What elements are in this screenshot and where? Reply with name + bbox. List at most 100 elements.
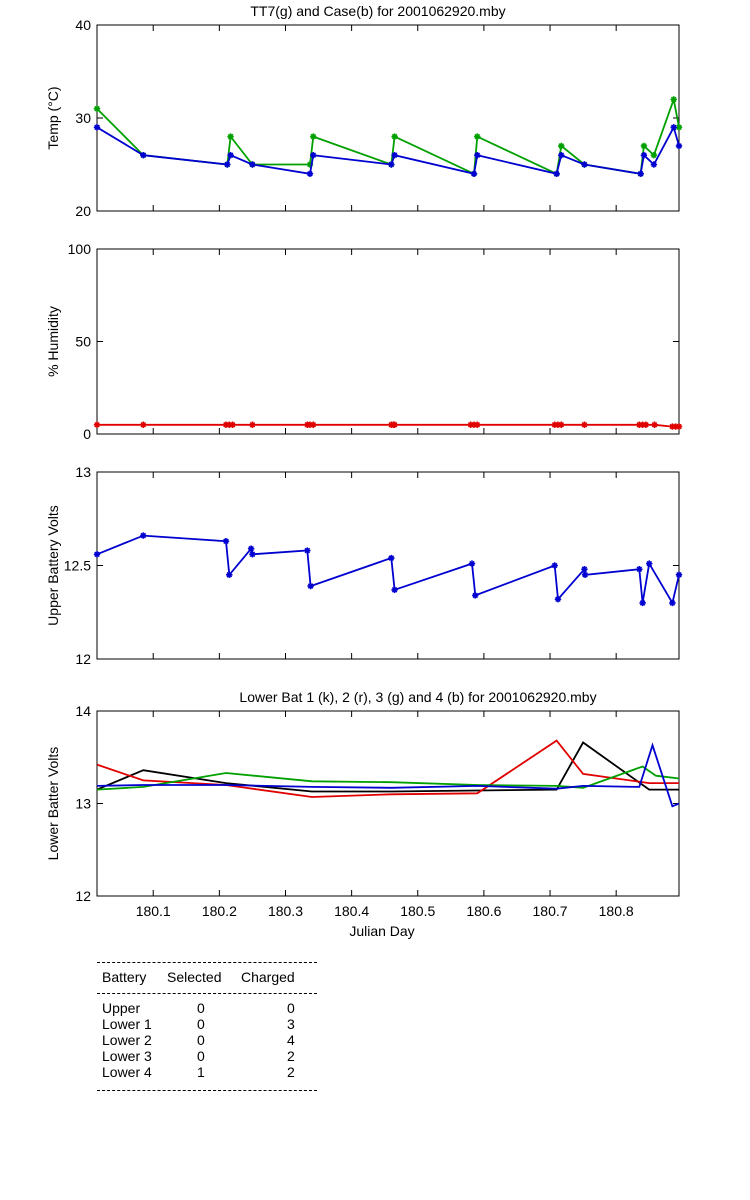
row-charged: 0 <box>287 1000 295 1016</box>
table-row: Lower 1 0 3 <box>97 1016 317 1032</box>
data-point <box>306 421 314 428</box>
data-point <box>646 560 653 567</box>
data-point <box>467 421 474 428</box>
plot-frame-3 <box>96 471 680 660</box>
chart-title: TT7(g) and Case(b) for 2001062920.mby <box>250 3 505 19</box>
table-header-row: Battery Selected Charged <box>97 963 317 993</box>
y-axis-label: Upper Battery Volts <box>45 505 61 626</box>
table-row: Lower 3 0 2 <box>97 1048 317 1064</box>
data-point <box>391 421 398 428</box>
data-point <box>581 566 588 573</box>
y-tick-label: 13 <box>75 796 91 812</box>
y-tick-label: 0 <box>83 426 91 442</box>
x-tick-label: 180.6 <box>466 903 501 919</box>
y-tick-label: 14 <box>75 703 91 719</box>
data-point <box>388 554 395 562</box>
data-point <box>675 142 683 150</box>
row-selected: 0 <box>197 1048 205 1064</box>
row-selected: 1 <box>197 1064 205 1080</box>
row-selected: 0 <box>197 1016 205 1032</box>
data-point <box>249 551 256 558</box>
y-axis-label: Temp (°C) <box>45 86 61 149</box>
data-point <box>669 599 676 607</box>
y-tick-label: 12.5 <box>64 558 91 574</box>
data-point <box>639 421 646 428</box>
data-point <box>554 595 562 603</box>
data-point <box>651 421 658 428</box>
series-line-lower-1 <box>96 741 679 793</box>
y-tick-label: 40 <box>75 17 91 33</box>
data-point <box>553 170 560 177</box>
table-row: Lower 2 0 4 <box>97 1032 317 1048</box>
data-point <box>642 421 650 428</box>
data-point <box>140 421 147 428</box>
data-point <box>670 96 677 103</box>
data-point <box>640 152 648 159</box>
data-point <box>637 170 644 177</box>
data-point <box>140 152 147 159</box>
data-point <box>636 421 643 428</box>
header-selected: Selected <box>167 969 222 985</box>
data-point <box>247 545 255 552</box>
table-top-rule <box>97 962 317 963</box>
x-tick-label: 180.8 <box>599 903 634 919</box>
chart-title: Lower Bat 1 (k), 2 (r), 3 (g) and 4 (b) … <box>239 689 596 705</box>
row-charged: 3 <box>287 1016 295 1032</box>
data-point <box>672 423 679 430</box>
data-point <box>249 421 256 428</box>
data-point <box>310 133 317 140</box>
data-point <box>304 547 311 554</box>
y-tick-label: 30 <box>75 110 91 126</box>
x-tick-label: 180.5 <box>400 903 435 919</box>
data-point <box>675 124 683 131</box>
data-point <box>388 161 395 168</box>
row-charged: 2 <box>287 1048 295 1064</box>
row-battery: Lower 2 <box>102 1032 152 1048</box>
plot-frame-1 <box>96 24 680 212</box>
data-point <box>558 142 565 150</box>
row-selected: 0 <box>197 1032 205 1048</box>
data-point <box>551 562 558 569</box>
y-tick-label: 12 <box>75 888 91 904</box>
y-tick-label: 20 <box>75 203 91 219</box>
data-point <box>93 421 101 428</box>
data-point <box>640 142 648 150</box>
data-point <box>551 421 558 428</box>
data-point <box>650 161 658 168</box>
data-point <box>224 161 231 168</box>
row-charged: 4 <box>287 1032 295 1048</box>
table-header-rule <box>97 993 317 994</box>
data-point <box>581 421 588 428</box>
data-point <box>93 124 101 131</box>
data-point <box>474 152 481 159</box>
data-point <box>558 421 565 428</box>
data-point <box>310 421 317 428</box>
data-point <box>391 152 398 159</box>
data-point <box>650 152 658 159</box>
row-battery: Lower 4 <box>102 1064 152 1080</box>
data-point <box>229 421 236 428</box>
table-bottom-rule <box>97 1090 317 1091</box>
x-tick-label: 180.1 <box>136 903 171 919</box>
row-battery: Upper <box>102 1000 141 1016</box>
data-point <box>222 537 230 545</box>
table-row: Lower 4 1 2 <box>97 1064 317 1080</box>
row-battery: Lower 3 <box>102 1048 152 1064</box>
y-tick-label: 12 <box>75 651 91 667</box>
y-axis-label: % Humidity <box>45 306 61 377</box>
data-point <box>636 566 643 573</box>
plot-frame-2 <box>96 248 680 435</box>
data-point <box>391 133 398 140</box>
data-point <box>310 152 317 159</box>
x-tick-label: 180.4 <box>334 903 369 919</box>
data-point <box>391 586 398 594</box>
data-point <box>470 170 478 177</box>
data-point <box>227 152 234 159</box>
table-row: Upper 0 0 <box>97 1000 317 1016</box>
data-point <box>670 124 677 131</box>
header-charged: Charged <box>241 969 295 985</box>
series-line-lower-4 <box>96 742 680 808</box>
data-point <box>227 133 234 140</box>
data-point <box>472 592 479 599</box>
header-battery: Battery <box>102 969 147 985</box>
